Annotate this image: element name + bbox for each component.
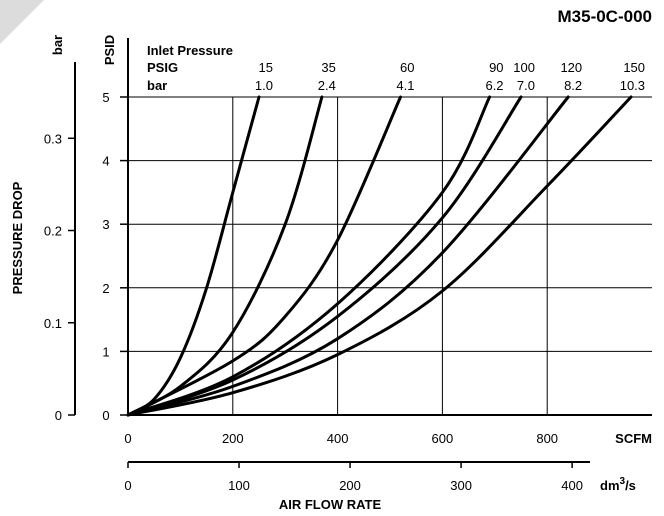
chart-title: M35-0C-000	[558, 7, 653, 26]
series-psig-label: 35	[321, 60, 335, 75]
scfm-tick-label: 0	[124, 431, 131, 446]
series-psig-label: 120	[560, 60, 582, 75]
bar-unit-label: bar	[50, 35, 65, 55]
series-line-15-psig	[126, 95, 261, 417]
bar-tick-label: 0.3	[44, 131, 62, 146]
series-line-150-psig	[126, 95, 633, 417]
series-bar-label: 7.0	[517, 78, 535, 93]
series-psig-label: 15	[259, 60, 273, 75]
psid-tick-label: 1	[102, 344, 109, 359]
psid-tick-label: 4	[102, 154, 109, 169]
axes	[68, 38, 652, 468]
y-axis-title: PRESSURE DROP	[10, 181, 25, 294]
series-bar-label: 8.2	[564, 78, 582, 93]
series-line-100-psig	[126, 95, 523, 417]
psid-tick-label: 0	[102, 408, 109, 423]
psid-tick-label: 2	[102, 281, 109, 296]
grid	[128, 96, 652, 416]
scfm-tick-label: 400	[327, 431, 349, 446]
psid-unit-label: PSID	[102, 35, 117, 65]
scfm-unit-label: SCFM	[615, 431, 652, 446]
psid-tick-label: 5	[102, 90, 109, 105]
series-psig-label: 100	[513, 60, 535, 75]
series-line-120-psig	[126, 95, 570, 417]
series-lines	[126, 95, 633, 417]
scfm-tick-label: 200	[222, 431, 244, 446]
series-line-90-psig	[126, 95, 492, 417]
series-psig-label: 60	[400, 60, 414, 75]
series-bar-label: 10.3	[620, 78, 645, 93]
scfm-tick-label: 800	[536, 431, 558, 446]
labels: 0 0.1 0.2 0.3 0 1 2 3 4 5 0 200 400 600 800 SCFM 0 100 200…	[10, 7, 652, 512]
series-psig-label: 90	[489, 60, 503, 75]
dm3s-tick-label: 0	[124, 478, 131, 493]
dm3s-tick-label: 200	[339, 478, 361, 493]
bar-tick-label: 0	[55, 408, 62, 423]
dm3s-tick-label: 400	[561, 478, 583, 493]
psid-tick-label: 3	[102, 217, 109, 232]
series-psig-label: 150	[623, 60, 645, 75]
series-bar-label: 2.4	[318, 78, 336, 93]
dm3s-unit-label: dm3/s	[600, 476, 636, 493]
series-bar-label: 6.2	[485, 78, 503, 93]
scfm-tick-label: 600	[432, 431, 454, 446]
legend-title: Inlet Pressure	[147, 43, 233, 58]
legend-psig-label: PSIG	[147, 60, 178, 75]
dm3s-tick-label: 300	[450, 478, 472, 493]
legend-bar-label: bar	[147, 78, 167, 93]
dm3s-tick-label: 100	[228, 478, 250, 493]
series-line-60-psig	[126, 95, 402, 417]
bar-tick-label: 0.1	[44, 316, 62, 331]
page-corner-decoration	[0, 0, 44, 44]
x-axis-title: AIR FLOW RATE	[279, 497, 382, 512]
series-bar-label: 1.0	[255, 78, 273, 93]
bar-tick-label: 0.2	[44, 224, 62, 239]
series-bar-label: 4.1	[396, 78, 414, 93]
